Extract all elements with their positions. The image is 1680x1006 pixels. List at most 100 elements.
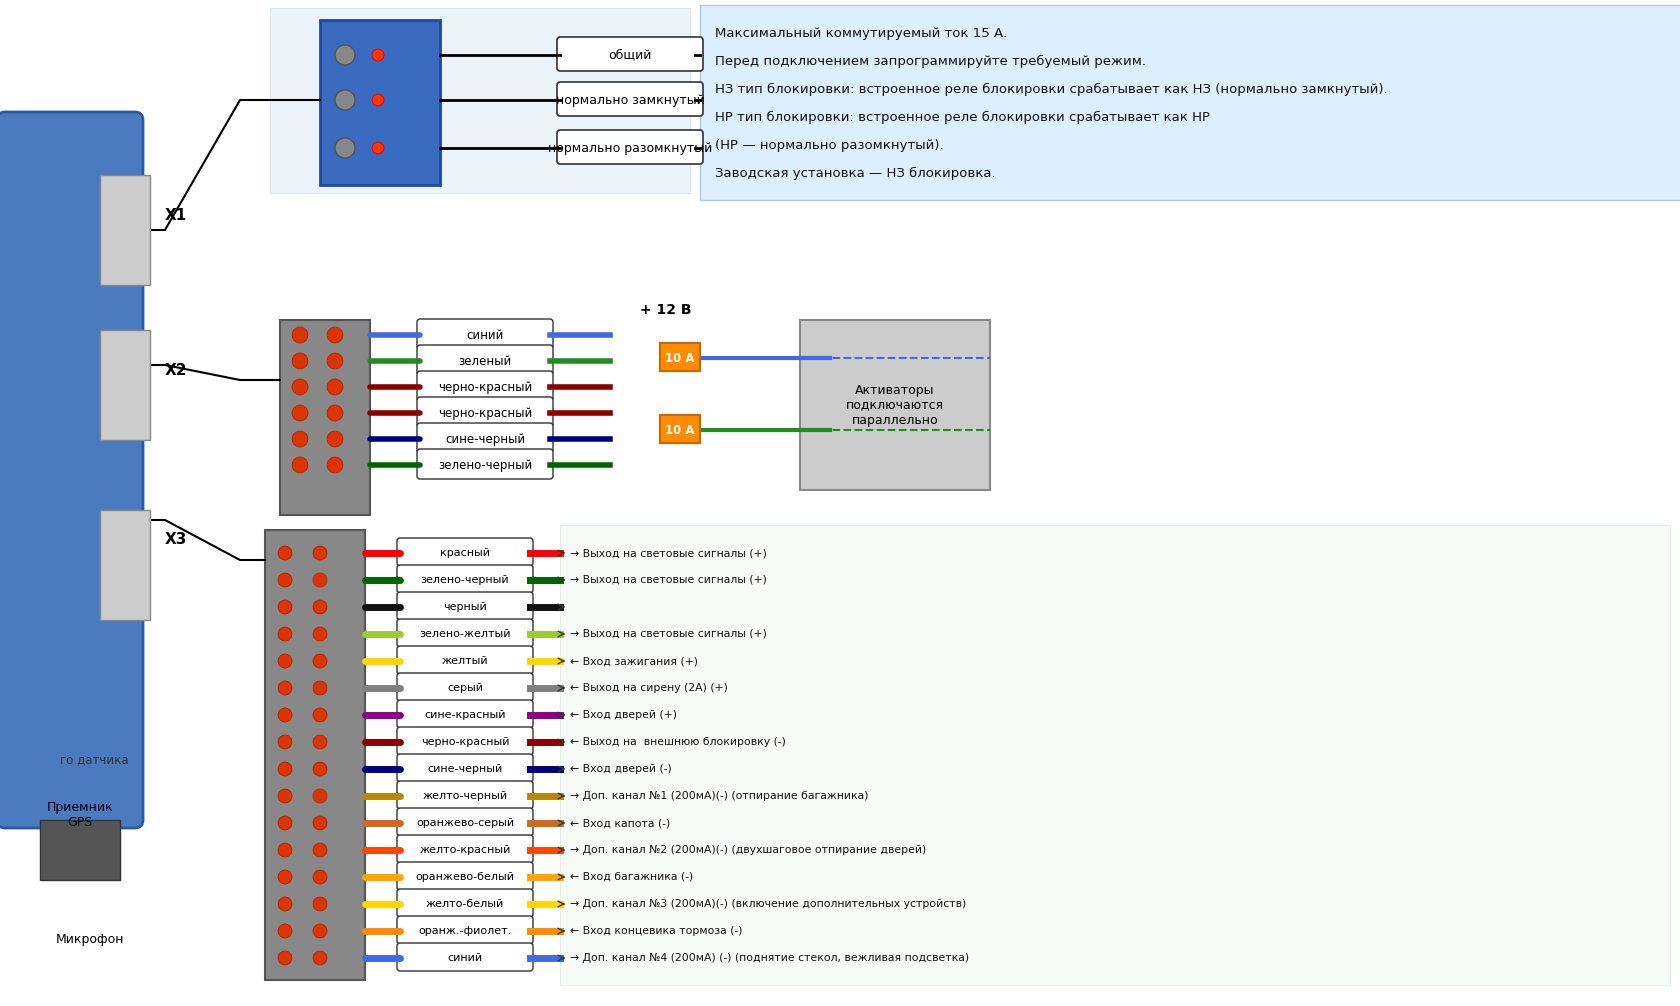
Text: сине-черный: сине-черный [427, 764, 502, 774]
Text: сине-красный: сине-красный [423, 710, 506, 720]
Circle shape [277, 951, 292, 965]
Circle shape [328, 405, 343, 421]
Circle shape [277, 897, 292, 911]
Text: → Выход на световые сигналы (+): → Выход на световые сигналы (+) [570, 629, 766, 639]
Text: Микрофон: Микрофон [55, 934, 124, 947]
FancyBboxPatch shape [281, 320, 370, 515]
Text: зелено-черный: зелено-черный [437, 459, 533, 472]
Circle shape [277, 546, 292, 560]
Text: → Доп. канал №3 (200мА)(-) (включение дополнительных устройств): → Доп. канал №3 (200мА)(-) (включение до… [570, 899, 966, 909]
Circle shape [371, 142, 383, 154]
Text: Приемник: Приемник [47, 802, 113, 815]
FancyBboxPatch shape [396, 646, 533, 674]
Text: ← Выход на  внешнюю блокировку (-): ← Выход на внешнюю блокировку (-) [570, 737, 786, 747]
Text: ← Вход зажигания (+): ← Вход зажигания (+) [570, 656, 697, 666]
FancyBboxPatch shape [396, 835, 533, 863]
FancyBboxPatch shape [396, 700, 533, 728]
Text: 10 А: 10 А [665, 424, 694, 437]
FancyBboxPatch shape [559, 525, 1668, 985]
Circle shape [277, 627, 292, 641]
FancyBboxPatch shape [417, 423, 553, 453]
Text: синий: синий [447, 953, 482, 963]
Circle shape [277, 843, 292, 857]
Text: черно-красный: черно-красный [420, 737, 509, 747]
Text: оранж.-фиолет.: оранж.-фиолет. [418, 926, 511, 936]
Circle shape [312, 870, 328, 884]
Text: синий: синий [465, 329, 504, 341]
Circle shape [292, 457, 307, 473]
Text: Перед подключением запрограммируйте требуемый режим.: Перед подключением запрограммируйте треб… [714, 55, 1146, 68]
FancyBboxPatch shape [99, 510, 150, 620]
Text: желтый: желтый [442, 656, 487, 666]
Text: → Выход на световые сигналы (+): → Выход на световые сигналы (+) [570, 548, 766, 558]
Circle shape [292, 405, 307, 421]
Circle shape [277, 600, 292, 614]
Circle shape [312, 627, 328, 641]
Circle shape [277, 816, 292, 830]
FancyBboxPatch shape [699, 5, 1680, 200]
Text: черно-красный: черно-красный [437, 380, 533, 393]
Text: → Доп. канал №4 (200мА) (-) (поднятие стекол, вежливая подсветка): → Доп. канал №4 (200мА) (-) (поднятие ст… [570, 953, 969, 963]
FancyBboxPatch shape [270, 8, 689, 193]
Circle shape [312, 924, 328, 938]
Circle shape [277, 924, 292, 938]
FancyBboxPatch shape [265, 530, 365, 980]
FancyBboxPatch shape [396, 889, 533, 917]
Circle shape [328, 431, 343, 447]
FancyBboxPatch shape [396, 781, 533, 809]
Circle shape [312, 708, 328, 722]
Circle shape [328, 353, 343, 369]
FancyBboxPatch shape [99, 330, 150, 440]
Circle shape [328, 379, 343, 395]
FancyBboxPatch shape [417, 345, 553, 375]
Text: нормально разомкнутый: нормально разомкнутый [548, 142, 712, 155]
FancyBboxPatch shape [417, 319, 553, 349]
Circle shape [312, 897, 328, 911]
Circle shape [334, 90, 354, 110]
FancyBboxPatch shape [660, 415, 699, 443]
FancyBboxPatch shape [396, 862, 533, 890]
Text: ← Вход багажника (-): ← Вход багажника (-) [570, 872, 692, 882]
FancyBboxPatch shape [396, 592, 533, 620]
Text: Активаторы
подключаются
параллельно: Активаторы подключаются параллельно [845, 383, 944, 427]
Text: го датчика: го датчика [60, 753, 129, 767]
Circle shape [277, 735, 292, 749]
FancyBboxPatch shape [556, 82, 702, 116]
Circle shape [277, 789, 292, 803]
Text: (НР — нормально разомкнутый).: (НР — нормально разомкнутый). [714, 139, 942, 152]
FancyBboxPatch shape [0, 112, 143, 828]
Text: X1: X1 [165, 207, 186, 222]
Circle shape [292, 379, 307, 395]
Text: общий: общий [608, 48, 652, 61]
Text: желто-белый: желто-белый [425, 899, 504, 909]
Text: оранжево-белый: оранжево-белый [415, 872, 514, 882]
Text: желто-красный: желто-красный [418, 845, 511, 855]
Circle shape [312, 681, 328, 695]
Circle shape [334, 45, 354, 65]
Circle shape [334, 138, 354, 158]
Text: сине-черный: сине-черный [445, 433, 524, 446]
Text: X3: X3 [165, 532, 186, 547]
Circle shape [371, 49, 383, 61]
Text: 10 А: 10 А [665, 351, 694, 364]
Text: Заводская установка — НЗ блокировка.: Заводская установка — НЗ блокировка. [714, 167, 995, 180]
Circle shape [292, 327, 307, 343]
FancyBboxPatch shape [396, 538, 533, 566]
Circle shape [277, 762, 292, 776]
FancyBboxPatch shape [800, 320, 990, 490]
Text: желто-черный: желто-черный [422, 791, 507, 801]
Text: черный: черный [444, 602, 487, 612]
Circle shape [312, 843, 328, 857]
Text: ← Вход концевика тормоза (-): ← Вход концевика тормоза (-) [570, 926, 743, 936]
Text: Максимальный коммутируемый ток 15 А.: Максимальный коммутируемый ток 15 А. [714, 27, 1006, 40]
Circle shape [312, 735, 328, 749]
Text: X2: X2 [165, 362, 188, 377]
FancyBboxPatch shape [99, 175, 150, 285]
FancyBboxPatch shape [319, 20, 440, 185]
Text: серый: серый [447, 683, 482, 693]
Circle shape [328, 457, 343, 473]
Circle shape [312, 762, 328, 776]
FancyBboxPatch shape [417, 371, 553, 401]
Text: НЗ тип блокировки: встроенное реле блокировки срабатывает как НЗ (нормально замк: НЗ тип блокировки: встроенное реле блоки… [714, 83, 1386, 97]
Text: → Доп. канал №1 (200мА)(-) (отпирание багажника): → Доп. канал №1 (200мА)(-) (отпирание ба… [570, 791, 869, 801]
